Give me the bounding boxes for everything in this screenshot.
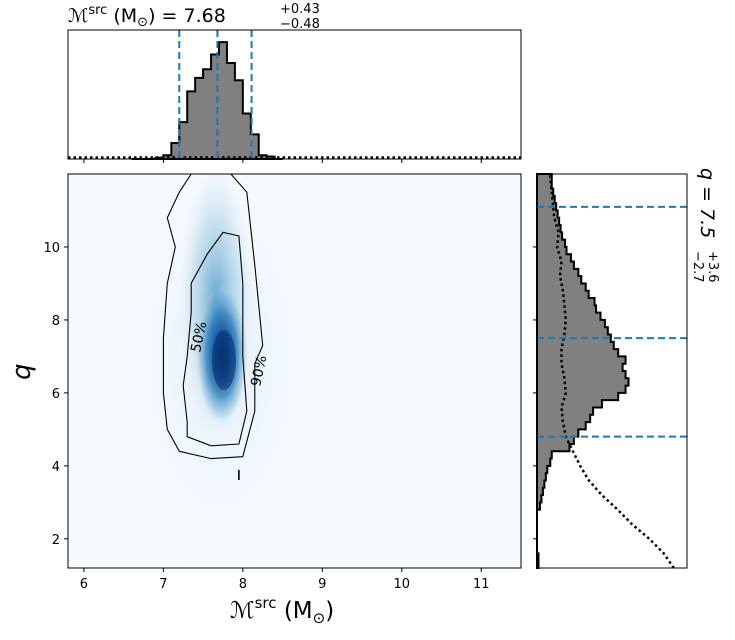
q-title: q = 7.5 +3.6 −2.7 <box>690 168 720 283</box>
q-histogram-bars <box>536 173 630 569</box>
x-tick-label-0: 6 <box>80 577 88 592</box>
q-title-minus: −2.7 <box>690 251 705 283</box>
chirp-mass-title-plus: +0.43 <box>280 2 320 17</box>
x-tick-label-5: 11 <box>473 577 490 592</box>
x-axis-label: ℳsrc (M⊙) <box>230 594 334 627</box>
contour-90-label: 90% <box>248 354 270 388</box>
q-title-plus: +3.6 <box>705 251 720 283</box>
contour-50-label: 50% <box>188 320 210 354</box>
contour-90-percent <box>162 174 264 460</box>
chirp-mass-title-minus: −0.48 <box>280 17 320 32</box>
chirp-mass-sup: src <box>88 3 107 18</box>
chirp-mass-histogram-bars <box>131 41 283 160</box>
top-panel-x-ticks <box>83 159 482 163</box>
y-tick-label-4: 10 <box>43 241 60 256</box>
q-quantile-lines <box>537 205 687 438</box>
contour-50-percent <box>182 231 248 447</box>
y-tick-label-0: 2 <box>52 533 60 548</box>
chirp-mass-unit: (M <box>107 5 137 27</box>
right-panel-frame <box>536 173 688 569</box>
right-panel-y-ticks <box>533 246 537 540</box>
x-tick-label-1: 7 <box>159 577 167 592</box>
chirp-mass-symbol: ℳ <box>68 5 88 27</box>
y-axis-label: q <box>7 363 37 380</box>
y-tick-label-3: 8 <box>52 314 60 329</box>
x-label-close: ) <box>325 598 334 624</box>
joint-panel: 50% 90% 6 7 8 9 10 11 2 4 6 8 10 <box>43 173 522 592</box>
q-prior-curve <box>548 173 675 569</box>
x-label-unit: (M <box>277 598 313 624</box>
x-tick-label-4: 10 <box>394 577 411 592</box>
top-marginal-panel <box>67 29 522 163</box>
density-peak <box>212 330 236 390</box>
top-panel-frame <box>67 29 522 160</box>
x-tick-label-2: 8 <box>239 577 247 592</box>
y-tick-label-1: 4 <box>52 460 60 475</box>
y-axis-ticks: 2 4 6 8 10 <box>43 241 68 548</box>
joint-panel-frame <box>67 173 522 569</box>
x-label-sup: src <box>255 594 277 612</box>
x-tick-label-3: 9 <box>318 577 326 592</box>
density-heatmap <box>106 174 336 568</box>
q-histogram <box>536 173 630 569</box>
y-tick-label-2: 6 <box>52 387 60 402</box>
q-title-main: q = 7.5 <box>696 168 718 238</box>
chirp-mass-histogram <box>68 41 521 160</box>
chirp-mass-unit-sub: ⊙ <box>137 15 148 30</box>
chirp-mass-title: ℳsrc (M⊙) = 7.68 <box>68 3 226 30</box>
chirp-mass-eq: ) = 7.68 <box>148 5 226 27</box>
right-marginal-panel <box>533 173 688 569</box>
x-label-symbol: ℳ <box>230 598 255 624</box>
x-axis-ticks: 6 7 8 9 10 11 <box>80 568 490 592</box>
x-label-unit-sub: ⊙ <box>313 609 326 627</box>
